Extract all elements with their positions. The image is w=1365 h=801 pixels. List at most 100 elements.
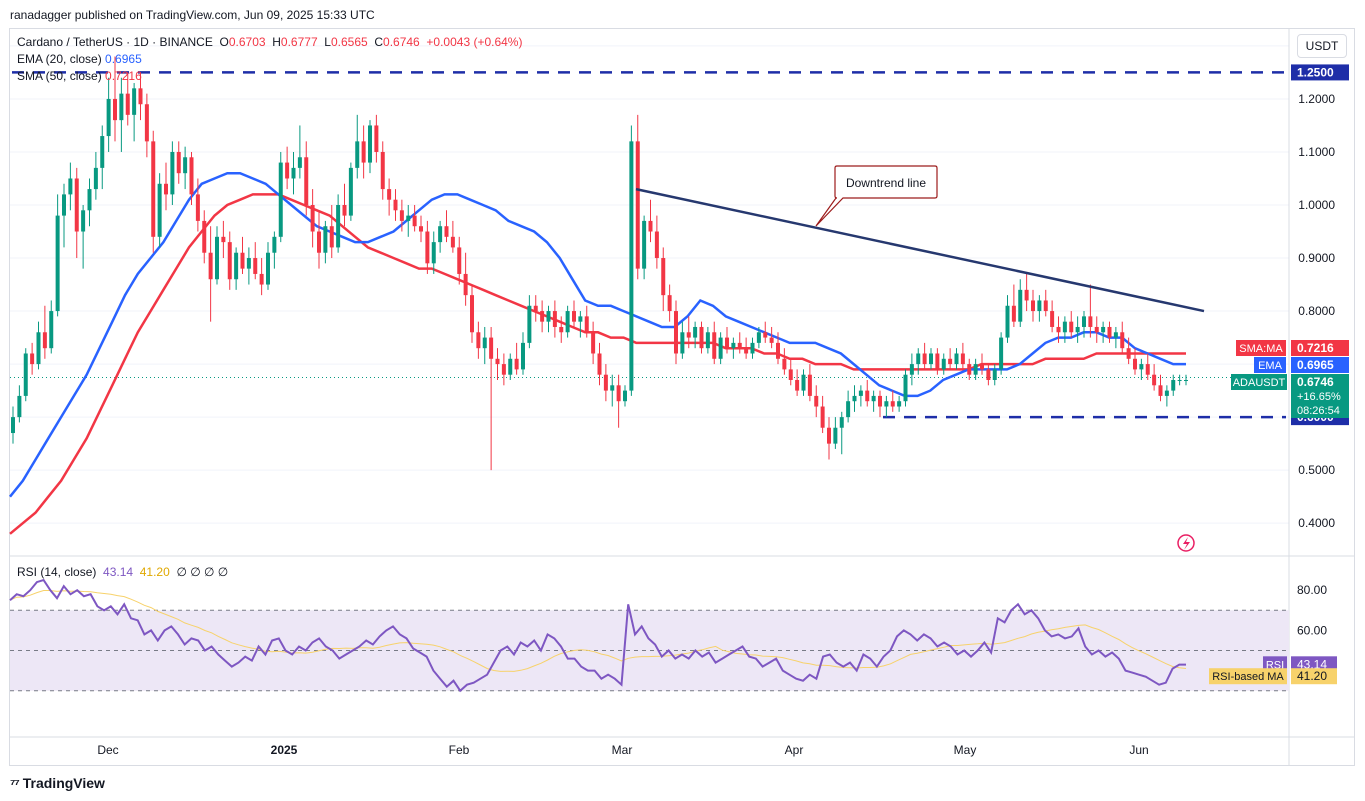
ohlc-change: +0.0043 (+0.64%): [426, 35, 523, 49]
symbol-legend: Cardano / TetherUS · 1D · BINANCE O0.670…: [17, 35, 522, 49]
tv-logo-icon: ⁷⁷: [10, 775, 20, 791]
badge-value: 1.2500: [1297, 65, 1334, 79]
rsi-band: [10, 609, 1289, 692]
currency-button[interactable]: USDT: [1297, 34, 1347, 58]
candle-body: [348, 167, 353, 216]
rsi-legend-label: RSI (14, close): [17, 565, 97, 579]
candle-body: [1011, 305, 1016, 322]
candle-body: [1005, 305, 1010, 338]
candle-body: [992, 369, 997, 380]
candle-body: [374, 125, 379, 152]
price-badge-countdown: 08:26:54: [1297, 405, 1340, 417]
candle-body: [725, 337, 729, 349]
ema-legend-label: EMA (20, close): [17, 52, 102, 66]
candle-body: [533, 305, 538, 312]
rsi-legend-extras: ∅ ∅ ∅ ∅: [176, 565, 229, 579]
ema-legend[interactable]: EMA (20, close) 0.6965: [17, 52, 142, 66]
candle-body: [1018, 289, 1023, 322]
candle-body: [871, 395, 876, 402]
candle-body: [623, 390, 627, 402]
symbol-title: Cardano / TetherUS · 1D · BINANCE: [17, 35, 213, 49]
candle-body: [100, 136, 105, 168]
tradingview-logo[interactable]: ⁷⁷ TradingView: [10, 775, 105, 791]
candle-body: [361, 141, 366, 163]
candle-body: [1075, 326, 1080, 333]
candle-body: [368, 125, 372, 163]
candle-body: [1094, 326, 1099, 333]
candle-body: [157, 183, 162, 237]
price-badge-name-box: [1231, 374, 1287, 390]
sma-legend-label: SMA (50, close): [17, 69, 102, 83]
candle-body: [1120, 332, 1125, 349]
candle-body: [336, 205, 341, 248]
candle-body: [62, 194, 66, 216]
rsi-legend[interactable]: RSI (14, close) 43.14 41.20 ∅ ∅ ∅ ∅: [17, 565, 228, 579]
badge-name-box: [1236, 340, 1286, 356]
candle-body: [980, 364, 984, 370]
candle-body: [144, 104, 149, 142]
candle-body: [903, 374, 908, 402]
candle-body: [1113, 332, 1118, 338]
time-tick-label: Dec: [97, 743, 118, 757]
candle-body: [272, 236, 277, 253]
rsi-badge-value: 43.14: [1297, 657, 1327, 671]
candle-body: [470, 295, 474, 333]
candle-body: [355, 141, 360, 168]
lightning-icon: [1177, 534, 1195, 552]
candle-body: [93, 167, 98, 190]
candle-body: [132, 88, 137, 115]
candle-body: [788, 369, 793, 380]
ohlc-close-label: C: [374, 35, 384, 49]
candle-body: [1126, 348, 1131, 359]
candle-body: [406, 215, 411, 221]
candle-body: [827, 427, 831, 444]
candle-body: [304, 157, 309, 205]
price-badge-box: [1291, 374, 1349, 418]
candle-body: [202, 220, 207, 253]
chart-frame: [9, 28, 1355, 766]
candle-body: [705, 332, 710, 349]
rsi-legend-value: 43.14: [103, 565, 134, 579]
candle-body: [253, 258, 258, 274]
candle-body: [750, 342, 755, 354]
candle-body: [119, 93, 124, 121]
candle-body: [215, 236, 219, 280]
candle-body: [342, 205, 347, 216]
badge-value-box: [1291, 357, 1349, 373]
sma-legend[interactable]: SMA (50, close) 0.7216: [17, 69, 142, 83]
candle-body: [552, 311, 557, 327]
candle-body: [1133, 358, 1137, 370]
time-tick-label: Apr: [785, 743, 804, 757]
candle-body: [17, 395, 22, 418]
candle-body: [635, 141, 640, 269]
candle-body: [227, 242, 232, 280]
candle-body: [482, 337, 487, 349]
candle-body: [897, 401, 902, 407]
lightning-bolt-icon: [1183, 537, 1190, 550]
downtrend-line-stroke: [635, 187, 1205, 313]
candle-body: [1082, 316, 1086, 327]
candle-body: [399, 210, 404, 221]
footer-brand: TradingView: [22, 775, 105, 791]
candle-body: [208, 252, 213, 280]
candle-body: [1139, 364, 1144, 370]
candle-body: [380, 151, 385, 190]
candle-body: [393, 199, 398, 211]
badge-name: SMA:MA: [1239, 343, 1283, 355]
ohlc-open-label: O: [219, 35, 229, 49]
badge-name: EMA: [1258, 360, 1283, 372]
ohlc-high-label: H: [272, 35, 281, 49]
candle-body: [967, 364, 972, 375]
candle-body: [674, 311, 678, 354]
candle-body: [820, 406, 825, 428]
candle-body: [1171, 380, 1176, 391]
candle-body: [737, 342, 742, 349]
candle-body: [712, 332, 717, 359]
candle-body: [489, 337, 494, 359]
candle-body: [42, 332, 47, 349]
candle-body: [463, 273, 468, 296]
horizontal-levels: [10, 71, 1289, 419]
candle-body: [616, 385, 621, 402]
candle-body: [916, 353, 921, 365]
